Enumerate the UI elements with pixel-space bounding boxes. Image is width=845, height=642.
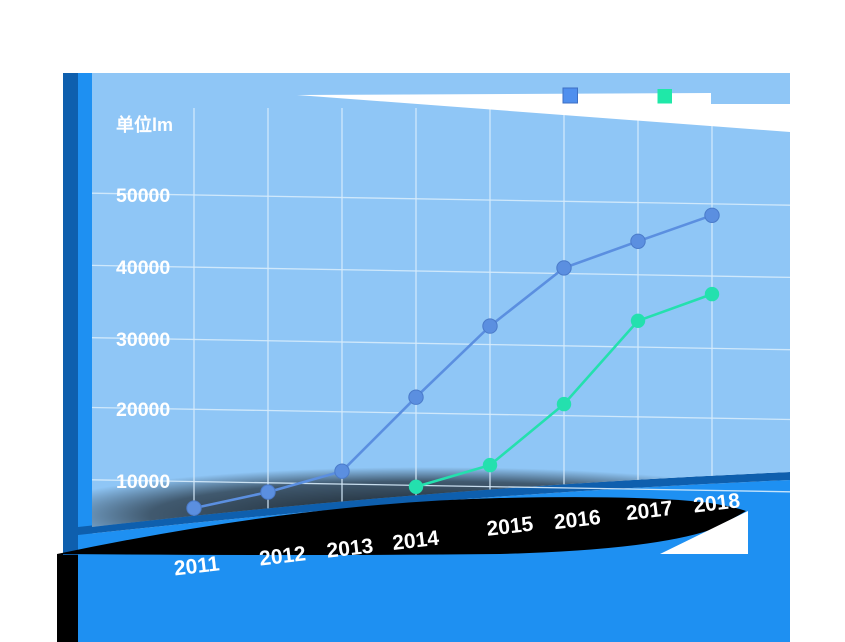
svg-text:10000: 10000	[116, 471, 170, 493]
svg-text:40000: 40000	[116, 257, 170, 279]
svg-text:20000: 20000	[116, 399, 170, 421]
svg-text:30000: 30000	[116, 329, 170, 351]
svg-text:50000: 50000	[116, 185, 170, 207]
svg-text:单位lm: 单位lm	[116, 114, 173, 135]
